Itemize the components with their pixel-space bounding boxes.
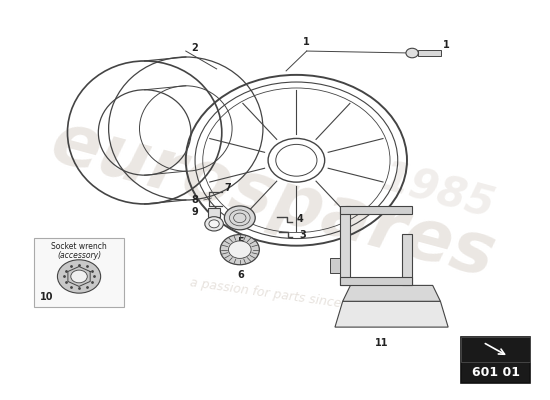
Text: 1: 1: [303, 37, 310, 47]
Text: 1: 1: [443, 40, 450, 50]
Polygon shape: [402, 234, 412, 286]
Text: 9: 9: [192, 207, 199, 217]
Circle shape: [224, 206, 255, 230]
Circle shape: [71, 270, 87, 283]
Text: 7: 7: [224, 183, 231, 193]
Text: 5: 5: [238, 237, 244, 247]
Text: 8: 8: [192, 195, 199, 205]
Text: 601 01: 601 01: [472, 366, 520, 379]
Circle shape: [228, 241, 251, 258]
Text: eurospares: eurospares: [43, 108, 503, 292]
Bar: [461, 337, 530, 362]
Text: 10: 10: [40, 292, 54, 302]
Polygon shape: [335, 301, 448, 327]
Bar: [208, 208, 220, 218]
Bar: [34, 238, 124, 307]
Text: Socket wrench: Socket wrench: [51, 242, 107, 251]
Circle shape: [205, 217, 223, 231]
Text: 6: 6: [238, 270, 244, 280]
Polygon shape: [340, 278, 412, 286]
Polygon shape: [330, 258, 340, 274]
Polygon shape: [340, 206, 412, 214]
Circle shape: [406, 48, 419, 58]
Text: 11: 11: [375, 338, 388, 348]
Circle shape: [220, 234, 260, 265]
Polygon shape: [340, 206, 350, 286]
Text: 2: 2: [191, 43, 197, 53]
Bar: [461, 337, 530, 383]
Text: a passion for parts since 1985: a passion for parts since 1985: [189, 276, 378, 315]
Circle shape: [209, 220, 219, 228]
Bar: [419, 50, 442, 56]
Polygon shape: [343, 286, 441, 301]
Text: 1985: 1985: [376, 157, 499, 227]
Text: 4: 4: [297, 214, 304, 224]
Text: (accessory): (accessory): [57, 251, 101, 260]
Text: 3: 3: [299, 230, 306, 240]
Circle shape: [57, 260, 101, 293]
